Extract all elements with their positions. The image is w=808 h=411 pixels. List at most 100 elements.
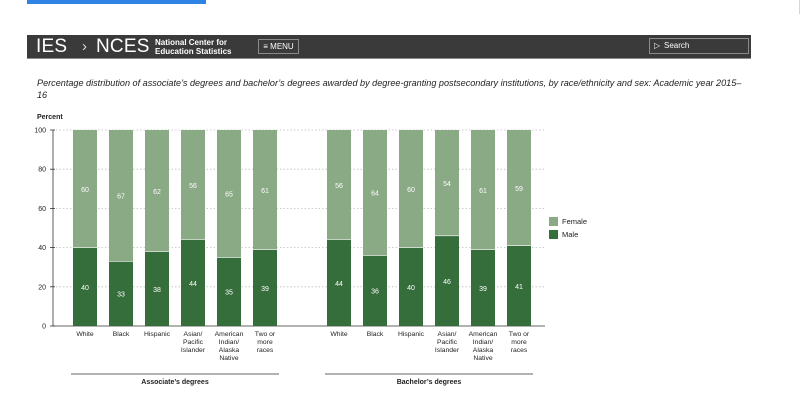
data-label-female: 54 [443,181,451,188]
x-category-label-line: Alaska [473,347,494,354]
data-label-female: 59 [515,186,523,193]
x-category-label-line: Asian/ [184,331,203,338]
data-label-female: 65 [225,192,233,199]
data-label-female: 56 [189,183,197,190]
data-label-female: 67 [117,194,125,201]
x-category-label-line: Indian/ [473,339,494,346]
y-tick-label: 100 [34,128,46,135]
data-label-male: 36 [371,289,379,296]
bar-segment-female [327,130,351,240]
x-category-label: Black [367,331,384,338]
x-category-label: Two or more races [509,331,530,354]
bar-segment-male [399,247,423,326]
x-category-label-line: White [330,331,348,338]
x-category-label: White [76,331,94,338]
data-label-male: 46 [443,279,451,286]
bar-segment-female [435,130,459,236]
data-label-male: 35 [225,290,233,297]
bar-segment-male [217,257,241,326]
x-category-label: American Indian/Alaska Native [215,331,244,362]
data-label-male: 41 [515,284,523,291]
y-tick-label: 80 [38,167,46,174]
x-category-label: White [330,331,348,338]
bar-segment-male [507,245,531,326]
data-label-female: 64 [371,191,379,198]
top-accent-strip [27,0,206,4]
x-category-label: Asian/Pacific Islander [435,331,460,354]
search-icon[interactable]: ▷ [654,41,661,50]
search-input[interactable]: ▷ Search [649,38,749,54]
bar-segment-female [471,130,495,250]
bar-segment-male [73,247,97,326]
menu-button[interactable]: ≡ MENU [258,39,299,54]
data-label-female: 60 [81,187,89,194]
data-label-male: 40 [81,285,89,292]
bar-segment-male [109,261,133,326]
bar-segment-female [253,130,277,250]
x-category-label-line: Islander [181,347,206,354]
x-category-label-line: Pacific [183,339,204,346]
x-category-label: Black [113,331,130,338]
bar-segment-female [399,130,423,248]
x-category-label-line: Islander [435,347,460,354]
search-placeholder: Search [664,41,690,50]
legend-female-swatch [549,217,558,226]
x-category-label-line: Pacific [437,339,458,346]
x-category-label-line: Two or [509,331,530,338]
logo-separator: › [82,38,87,55]
logo-nces[interactable]: NCES [96,36,150,57]
data-label-female: 61 [479,188,487,195]
x-category-label-line: Two or [255,331,276,338]
bar-segment-female [109,130,133,262]
legend-female-label: Female [562,217,587,226]
logo-ies[interactable]: IES [36,36,68,57]
group-label: Bachelor’s degrees [397,379,462,386]
y-tick-label: 20 [38,284,46,291]
header-divider [27,58,751,59]
y-tick-label: 60 [38,206,46,213]
bar-segment-female [363,130,387,256]
x-category-label-line: Alaska [219,347,240,354]
legend-male-swatch [549,230,558,239]
x-category-label-line: American [469,331,498,338]
y-tick-label: 40 [38,245,46,252]
data-label-male: 40 [407,285,415,292]
x-category-label: Asian/Pacific Islander [181,331,206,354]
x-category-label: Hispanic [144,331,171,338]
x-category-label-line: White [76,331,94,338]
y-tick-label: 0 [42,324,46,331]
site-header: IES › NCES National Center for Education… [27,35,751,58]
x-category-label-line: American [215,331,244,338]
bar-segment-male [181,239,205,326]
bar-segment-male [327,239,351,326]
x-category-label-line: Indian/ [219,339,240,346]
group-label: Associate’s degrees [141,379,209,386]
data-label-female: 60 [407,187,415,194]
x-category-label-line: races [257,347,274,354]
y-axis-label: Percent [37,114,63,121]
figure-caption: Percentage distribution of associate’s d… [37,78,742,100]
legend-male-label: Male [562,230,578,239]
x-category-label-line: more [257,339,273,346]
x-category-label-line: Asian/ [438,331,457,338]
data-label-male: 44 [335,281,343,288]
bar-segment-male [145,251,169,326]
x-category-label-line: Native [473,355,492,362]
x-category-label-line: more [511,339,527,346]
bar-segment-male [253,249,277,326]
org-name: National Center for Education Statistics [155,38,232,56]
x-category-label-line: Native [219,355,238,362]
x-category-label: American Indian/Alaska Native [469,331,498,362]
data-label-female: 56 [335,183,343,190]
bar-segment-female [145,130,169,252]
x-category-label-line: Hispanic [144,331,171,338]
bar-segment-female [181,130,205,240]
bar-segment-male [435,235,459,326]
data-label-male: 44 [189,281,197,288]
bar-segment-male [471,249,495,326]
x-category-label-line: Hispanic [398,331,425,338]
x-category-label: Two or more races [255,331,276,354]
data-label-male: 38 [153,287,161,294]
data-label-male: 39 [479,286,487,293]
bar-segment-female [507,130,531,246]
